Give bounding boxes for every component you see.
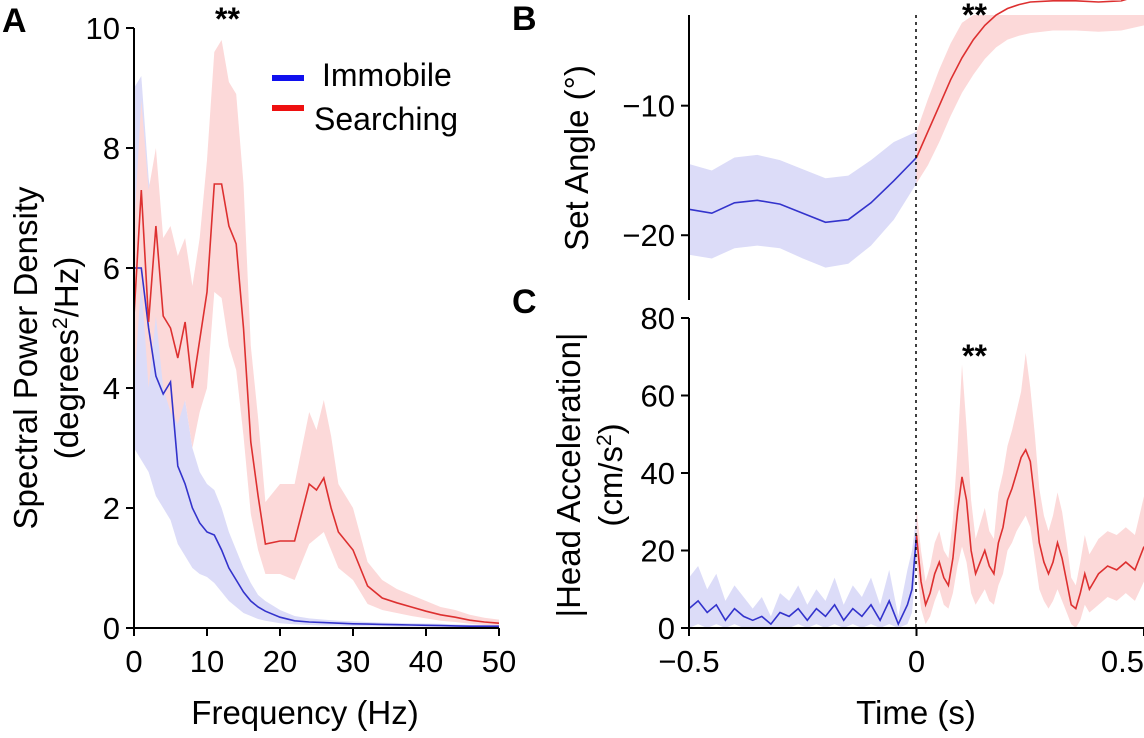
panel-c-y-tick-label: 40 [641,456,675,491]
panel-b-ticks: −20−10−0 [622,89,689,253]
panel-a-significance: ** [215,1,240,37]
panel-a-x-tick-label: 50 [482,644,516,679]
panel-a-x-tick-label: 30 [336,644,370,679]
panel-b-searching-band [916,15,1144,184]
panel-a-y-tick-label: 4 [103,371,120,406]
panel-a-y-tick-label: 10 [86,11,120,46]
panel-c-y-tick-label: 60 [641,379,675,414]
panel-c-y-label-sup: 2 [593,434,616,446]
panel-b-y-tick-label: −10 [622,89,675,124]
panel-b-immobile-band [689,131,917,268]
panel-b-searching-line [915,0,1128,158]
panel-a-y-label-pre: (degrees [48,329,85,459]
panel-c-y-tick-label: 20 [641,534,675,569]
panel-a-y-label-line1: Spectral Power Density [7,186,44,529]
panel-b-y-label: Set Angle (°) [558,65,595,251]
panel-b-letter: B [512,0,537,38]
panel-b-immobile-line [688,156,918,224]
panel-a-searching-band [134,40,499,626]
panel-a-searching-line [133,183,500,624]
panel-c-series-lines [688,447,1144,627]
panel-b-confidence-bands [689,15,1144,268]
panel-a-x-tick-label: 20 [263,644,297,679]
panel-a-x-label: Frequency (Hz) [191,694,418,731]
panel-c-significance: ** [962,338,987,374]
panel-c-immobile-line [688,534,918,627]
legend-searching-label: Searching [314,101,458,137]
panel-c-y-label-line2: (cm/s2) [592,423,629,526]
panel-c-y-label-post: ) [592,423,629,434]
panel-a-ticks: 0 2 4 6 8 10 0 10 20 30 40 50 [86,11,517,679]
panel-b-significance: ** [962,0,987,33]
panel-a-immobile-line [134,267,499,628]
panel-a-x-tick-label: 40 [409,644,443,679]
panel-a-series-lines [133,183,500,628]
panel-a-confidence-bands [134,40,499,628]
panel-b-y-tick-label: −20 [622,218,675,253]
legend-immobile-label: Immobile [322,57,452,93]
panel-c-x-label: Time (s) [856,694,976,731]
panel-a-y-tick-label: 2 [103,491,120,526]
panel-c-y-tick-label: 80 [641,301,675,336]
panel-c-x-tick-label: 0.5 [1101,644,1144,679]
panel-c-y-label-line1: |Head Acceleration| [550,333,587,618]
panel-c-x-tick-label: 0 [908,644,925,679]
panel-a-y-tick-label: 6 [103,251,120,286]
panel-a: 0 2 4 6 8 10 0 10 20 30 40 50 A ** Immobile Searchi… [2,1,516,731]
panel-a-letter: A [2,2,27,40]
panel-c-y-label-pre: (cm/s [592,446,629,527]
panel-c-searching-band [916,352,1144,628]
legend: Immobile Searching [272,57,458,137]
panel-a-y-tick-label: 0 [103,611,120,646]
panel-a-y-label-line2: (degrees2/Hz) [48,257,85,459]
panel-c-immobile-band [689,515,917,628]
panel-a-x-tick-label: 0 [125,644,142,679]
panel-c-letter: C [512,283,537,321]
panel-c-x-tick-label: −0.5 [658,644,719,679]
panel-a-x-tick-label: 10 [190,644,224,679]
panel-c-searching-line [915,447,1144,610]
panel-b-series-lines [688,0,1128,224]
panel-a-y-label-sup: 2 [49,317,72,329]
panel-a-y-tick-label: 8 [103,131,120,166]
panel-b: −20−10−0 B ** Set Angle (°) [512,0,1144,300]
panel-c-y-tick-label: 0 [658,611,675,646]
panel-a-y-label-post: /Hz) [48,257,85,318]
